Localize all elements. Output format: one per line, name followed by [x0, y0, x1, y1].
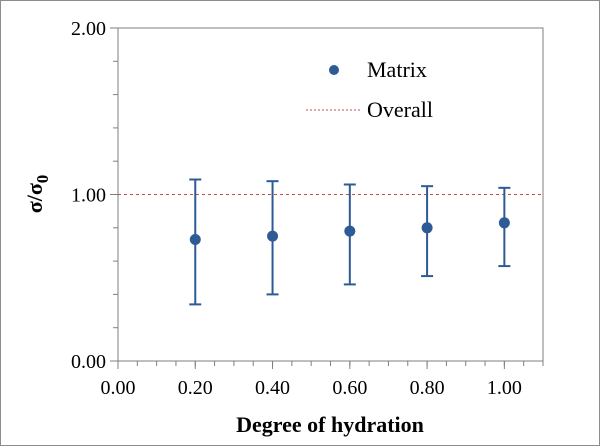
x-tick-label: 1.00 — [487, 377, 522, 399]
y-axis-title: σ/σ0 — [22, 175, 52, 214]
y-tick-label: 0.00 — [71, 351, 106, 373]
legend-label-matrix: Matrix — [367, 57, 427, 82]
data-points — [189, 217, 510, 245]
legend: Matrix Overall — [306, 57, 433, 122]
data-point-matrix — [498, 217, 510, 229]
x-tick-label: 0.20 — [178, 377, 213, 399]
minor-ticks — [110, 27, 544, 369]
tick-labels: 0.00 0.20 0.40 0.60 0.80 1.00 0.00 1.00 2.00 — [71, 18, 522, 399]
error-bars — [189, 178, 511, 306]
x-tick-label: 0.60 — [332, 377, 367, 399]
x-tick-label: 0.80 — [410, 377, 445, 399]
legend-marker-matrix — [329, 65, 339, 75]
data-point-matrix — [344, 225, 356, 237]
y-tick-label: 1.00 — [71, 185, 106, 207]
y-axis-title-subscript: 0 — [33, 175, 52, 184]
x-tick-label: 0.40 — [255, 377, 290, 399]
legend-label-overall: Overall — [367, 97, 433, 122]
x-axis-title: Degree of hydration — [236, 412, 424, 437]
data-point-matrix — [421, 222, 433, 234]
data-point-matrix — [189, 233, 201, 245]
data-point-matrix — [267, 230, 279, 242]
y-tick-label: 2.00 — [71, 18, 106, 40]
x-tick-label: 0.00 — [101, 377, 136, 399]
y-axis-title-main: σ/σ — [22, 183, 47, 213]
